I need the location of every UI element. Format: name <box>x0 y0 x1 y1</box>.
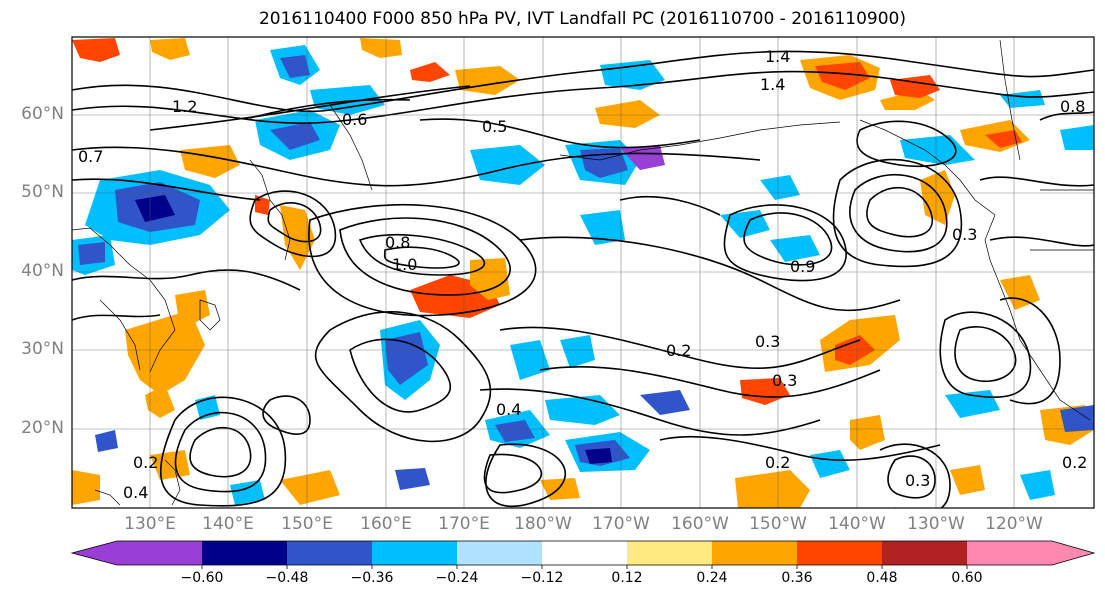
contour-label: 1.4 <box>765 47 790 66</box>
colorbar-segment <box>202 541 287 565</box>
contour-label: 0.3 <box>772 371 797 390</box>
colorbar <box>70 540 1096 569</box>
lon-label: 130°E <box>124 514 176 534</box>
colorbar-segment <box>457 541 542 565</box>
contour-label: 0.2 <box>666 341 691 360</box>
map-frame <box>71 36 1095 509</box>
contour-label: 0.4 <box>496 400 521 419</box>
contour-label: 0.7 <box>78 147 103 166</box>
colorbar-tick-label: −0.60 <box>180 570 224 586</box>
contour-label: 0.2 <box>133 453 158 472</box>
colorbar-extend-high <box>1052 541 1094 565</box>
lon-label: 120°W <box>985 514 1043 534</box>
contour-label: 0.8 <box>385 233 410 252</box>
lat-label: 30°N <box>21 339 64 359</box>
colorbar-tick-label: −0.48 <box>265 570 309 586</box>
colorbar-tick-label: −0.36 <box>350 570 394 586</box>
map-title: 2016110400 F000 850 hPa PV, IVT Landfall… <box>258 9 906 29</box>
lat-label: 40°N <box>21 261 64 281</box>
contour-label: 0.8 <box>1060 97 1085 116</box>
contour-label: 0.9 <box>790 257 815 276</box>
colorbar-tick-label: −0.24 <box>435 570 479 586</box>
colorbar-tick-label: 0.48 <box>866 570 898 586</box>
pv-shading <box>72 38 1094 508</box>
lat-label: 60°N <box>21 104 64 124</box>
colorbar-extend-low <box>72 541 117 565</box>
lon-label: 140°W <box>828 514 886 534</box>
contour-labels: 1.4 1.4 1.2 1.0 0.8 0.8 0.7 0.6 0.5 0.4 … <box>78 47 1087 502</box>
contour-label: 0.2 <box>1062 453 1087 472</box>
lon-label: 170°W <box>592 514 650 534</box>
contour-label: 0.3 <box>755 332 780 351</box>
colorbar-outline <box>70 540 1096 566</box>
colorbar-segment <box>627 541 712 565</box>
colorbar-segment <box>287 541 372 565</box>
contour-label: 0.2 <box>765 453 790 472</box>
lon-label: 160°E <box>360 514 412 534</box>
colorbar-tick-label: −0.12 <box>520 570 564 586</box>
contour-label: 1.0 <box>392 255 417 274</box>
lon-label: 150°W <box>749 514 807 534</box>
graticule <box>72 37 1094 508</box>
colorbar-segment <box>882 541 967 565</box>
colorbar-segment <box>967 541 1052 565</box>
lon-label: 140°E <box>202 514 254 534</box>
contour-label: 1.4 <box>760 75 785 94</box>
ivt-contours <box>72 50 1094 508</box>
lon-label: 180°W <box>514 514 572 534</box>
contour-label: 0.6 <box>342 110 367 129</box>
contour-label: 1.2 <box>172 97 197 116</box>
colorbar-segment <box>372 541 457 565</box>
colorbar-segment <box>542 541 627 565</box>
contour-label: 0.3 <box>952 225 977 244</box>
lon-label: 150°E <box>281 514 333 534</box>
colorbar-segment <box>712 541 797 565</box>
lat-label: 20°N <box>21 418 64 438</box>
colorbar-tick-label: 0.60 <box>951 570 983 586</box>
colorbar-tick-label: 0.12 <box>611 570 643 586</box>
lat-label: 50°N <box>21 182 64 202</box>
lon-label: 170°E <box>438 514 490 534</box>
contour-label: 0.5 <box>482 117 507 136</box>
contour-label: 0.3 <box>905 471 930 490</box>
colorbar-tick-label: 0.36 <box>781 570 813 586</box>
lon-label: 160°W <box>671 514 729 534</box>
colorbar-segment <box>797 541 882 565</box>
colorbar-tick-label: 0.24 <box>696 570 728 586</box>
map-background <box>72 37 1094 508</box>
lon-label: 130°W <box>907 514 965 534</box>
colorbar-segment <box>117 541 202 565</box>
contour-label: 0.4 <box>123 483 148 502</box>
